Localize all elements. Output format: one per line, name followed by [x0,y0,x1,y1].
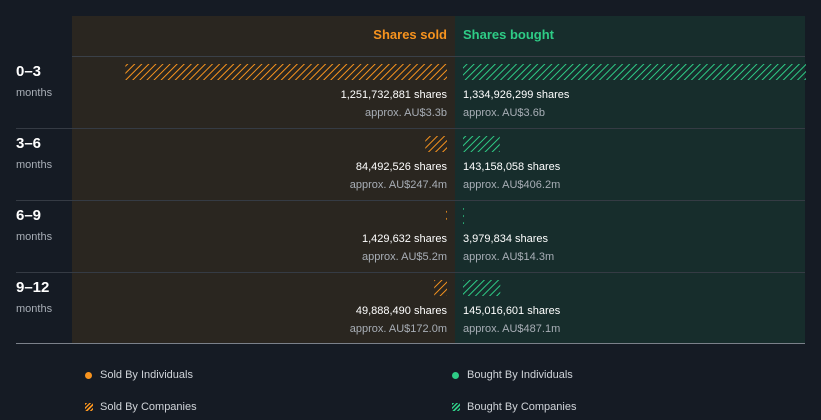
legend-bought-individuals-marker [452,371,459,379]
legend-sold-companies-label: Sold By Companies [100,401,197,413]
row-sublabel: months [16,87,53,99]
bought-value-label: approx. AU$406.2m [463,179,560,191]
bought-shares-label: 145,016,601 shares [463,305,561,317]
bought-shares-label: 3,979,834 shares [463,233,549,245]
bought-bar [463,64,806,80]
row-label: 6–9 [16,207,41,224]
legend-bought-by-individuals: Bought By Individuals [452,369,573,381]
sold-bar [125,64,447,80]
legend-bought-companies-label: Bought By Companies [467,401,577,413]
legend-sold-companies-marker [85,403,93,411]
header-shares-sold: Shares sold [373,27,447,42]
sold-value-label: approx. AU$247.4m [350,179,447,191]
row-label: 3–6 [16,135,41,152]
sold-value-label: approx. AU$5.2m [362,251,447,263]
legend-sold-by-individuals: Sold By Individuals [85,369,193,381]
bought-shares-label: 1,334,926,299 shares [463,89,570,101]
sold-bar [425,136,447,152]
bought-bar [463,208,465,224]
bought-value-label: approx. AU$487.1m [463,323,560,335]
sold-bar [434,280,447,296]
legend-sold-by-companies: Sold By Companies [85,401,197,413]
sold-value-label: approx. AU$3.3b [365,107,447,119]
sold-shares-label: 49,888,490 shares [356,305,448,317]
sold-value-label: approx. AU$172.0m [350,323,447,335]
legend-sold-individuals-label: Sold By Individuals [100,369,193,381]
legend-bought-individuals-label: Bought By Individuals [467,369,573,381]
sold-shares-label: 1,251,732,881 shares [341,89,448,101]
sold-bar [446,208,447,224]
bought-value-label: approx. AU$14.3m [463,251,554,263]
legend-bought-by-companies: Bought By Companies [452,401,576,413]
row-sublabel: months [16,159,53,171]
bought-shares-label: 143,158,058 shares [463,161,561,173]
row-label: 9–12 [16,279,49,296]
sold-shares-label: 84,492,526 shares [356,161,448,173]
legend-bought-companies-marker [452,403,460,411]
header-shares-bought: Shares bought [463,27,555,42]
row-sublabel: months [16,303,53,315]
row-sublabel: months [16,231,53,243]
bought-bar [463,280,501,296]
bought-value-label: approx. AU$3.6b [463,107,545,119]
legend-sold-individuals-marker [85,371,92,379]
row-label: 0–3 [16,63,41,80]
rows-group: 0–3 months 1,251,732,881 shares approx. AU$… [16,63,806,335]
sold-shares-label: 1,429,632 shares [362,233,448,245]
bought-bar [463,136,500,152]
